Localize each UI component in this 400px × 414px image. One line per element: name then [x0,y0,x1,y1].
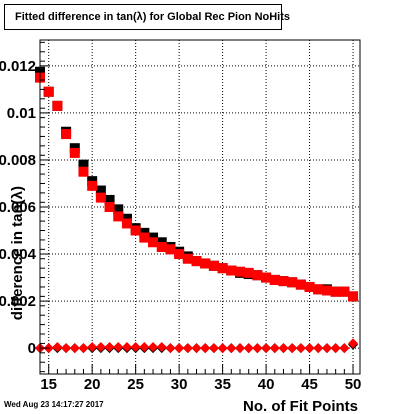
data-point-diamond [235,343,245,354]
data-point-square [148,237,159,248]
data-point-square [217,263,228,274]
data-point-square [104,194,115,205]
y-tick-label: 0.012 [0,58,36,75]
data-point-diamond [78,343,89,354]
data-point-square [269,274,280,285]
data-point-diamond [330,343,341,354]
data-point-diamond [321,343,332,354]
data-point-diamond [182,343,193,354]
data-point-square [287,277,298,288]
data-point-square [182,253,193,264]
data-point-square [330,286,341,297]
data-point-diamond [104,341,115,352]
data-point-square [95,192,106,203]
y-tick-label: 0.006 [0,199,36,216]
x-tick-label: 35 [214,376,231,393]
y-tick-label: 0 [28,340,36,357]
data-point-diamond [339,343,350,354]
data-point-square [339,286,350,297]
chart-title: Fitted difference in tan(λ) for Global R… [4,4,290,30]
y-tick-label: 0.008 [0,152,36,169]
x-tick-label: 45 [301,376,318,393]
data-point-diamond [252,343,263,354]
data-point-diamond [200,343,211,354]
data-point-square [113,211,124,222]
data-point-square [87,180,98,191]
data-point-diamond [95,341,106,352]
grid-lines [40,40,360,374]
x-tick-label: 30 [171,376,188,393]
x-tick-label: 20 [84,376,101,393]
data-point-square [321,285,332,296]
data-point-diamond [139,341,150,352]
data-point-square [43,86,54,97]
data-point-square [130,225,141,236]
data-point-diamond [174,343,185,354]
data-point-square [113,204,124,215]
data-marks [35,66,359,354]
data-point-diamond [191,343,202,354]
data-point-square [252,270,263,281]
data-point-square [78,159,89,170]
data-point-diamond [261,343,272,354]
tick-labels: 15 20 25 30 35 40 45 50 0 0.002 0.004 0.006 0.008 0.0… [0,58,361,393]
data-point-diamond [287,343,298,354]
data-point-diamond [52,341,63,352]
data-point-diamond [61,343,72,354]
data-point-square [69,147,80,158]
x-tick-label: 40 [258,376,275,393]
data-point-square [348,291,359,302]
data-point-square [243,267,254,278]
data-point-square [313,284,324,295]
data-point-diamond [226,343,237,354]
x-tick-label: 15 [40,376,57,393]
y-axis-title: difference in tan(λ) [9,186,26,320]
data-point-square [104,202,115,212]
axis-ticks [39,41,354,374]
data-point-diamond [243,343,254,354]
data-point-square [278,276,289,287]
x-axis-title: No. of Fit Points [243,398,358,414]
data-point-square [208,260,219,271]
data-point-square [200,258,211,269]
data-point-diamond [348,338,359,349]
data-point-diamond [165,343,176,354]
data-point-diamond [313,343,324,354]
data-point-square [174,249,185,260]
data-point-square [226,265,237,276]
data-point-square [295,279,306,290]
data-point-square [304,281,315,292]
data-point-square [261,272,272,283]
data-point-diamond [278,343,289,354]
data-point-square [165,244,176,255]
data-point-diamond [208,343,219,354]
data-point-square [156,241,167,252]
data-point-diamond [148,341,159,352]
x-tick-label: 25 [127,376,144,393]
data-point-square [139,232,150,243]
data-point-square [191,256,202,267]
data-point-square [61,129,72,140]
data-point-diamond [217,343,228,354]
y-tick-label: 0.002 [0,293,36,310]
x-tick-label: 50 [345,376,362,393]
data-point-square [121,218,132,229]
data-point-diamond [156,341,167,352]
data-point-diamond [121,341,132,352]
data-point-diamond [295,343,306,354]
data-point-diamond [130,341,141,352]
y-tick-label: 0.01 [7,105,36,122]
data-point-diamond [69,343,80,354]
data-point-diamond [269,343,280,354]
data-point-square [78,166,89,177]
date-stamp: Wed Aug 23 14:17:27 2017 [4,400,104,409]
data-point-diamond [304,343,315,354]
data-point-square [95,185,106,196]
y-tick-label: 0.004 [0,246,37,263]
data-point-diamond [87,341,98,352]
data-point-square [52,100,63,111]
data-point-diamond [113,341,124,352]
data-point-square [235,266,245,277]
